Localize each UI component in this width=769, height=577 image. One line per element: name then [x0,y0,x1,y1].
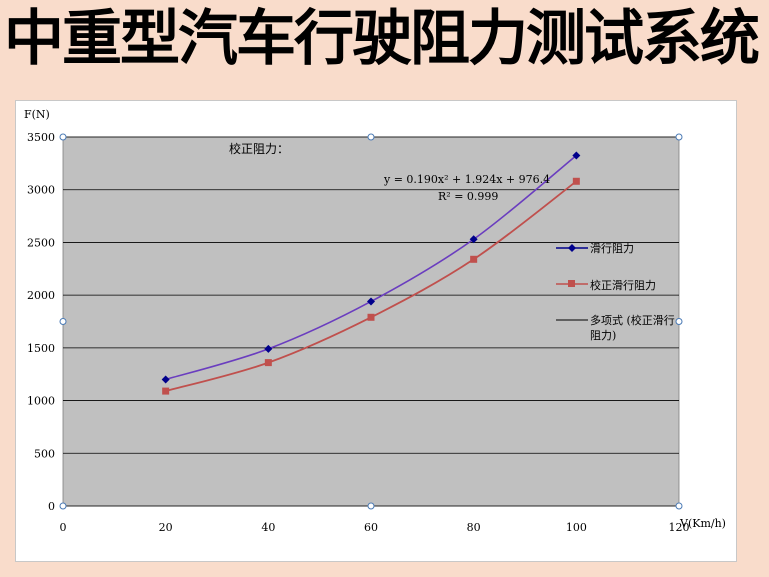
y-tick-label: 2500 [27,236,55,249]
selection-handle [367,502,375,510]
legend: 滑行阻力 校正滑行阻力 多项式 (校正滑行阻力) [556,242,675,342]
y-tick-label: 3000 [27,184,55,197]
selection-handle [675,318,683,325]
x-tick-label: 80 [467,521,481,534]
legend-marker-2 [568,280,575,287]
selection-handle [367,133,375,141]
x-tick-label: 0 [60,521,67,534]
trend-equation: y = 0.190x² + 1.924x + 976.4 [383,173,550,186]
plot-area [62,136,680,507]
marker-coasting [572,151,581,160]
y-tick-label: 3500 [27,131,55,144]
marker-corrected [572,177,580,185]
marker-corrected [470,255,478,263]
y-tick-label: 0 [48,500,55,513]
y-tick-label: 500 [34,447,55,460]
selection-handle [59,502,67,510]
y-tick-label: 1000 [27,395,55,408]
resistance-chart: F(N) V(Km/h) 050010001500200025003000350… [24,108,726,534]
page-title: 中重型汽车行驶阻力测试系统 [4,4,760,74]
x-axis-label: V(Km/h) [679,517,726,530]
marker-corrected [367,313,375,321]
x-tick-label: 100 [566,521,587,534]
marker-corrected [162,387,170,395]
legend-label-2: 校正滑行阻力 [590,278,656,292]
x-tick-label: 120 [669,521,690,534]
y-tick-label: 2000 [27,289,55,302]
marker-coasting [469,235,478,244]
legend-label-3: 多项式 (校正滑行阻力) [590,313,675,342]
selection-handle [59,318,67,325]
legend-marker-1 [568,244,576,252]
selection-handle [59,133,67,141]
chart-title: 校正阻力： [229,141,289,156]
y-tick-label: 1500 [27,342,55,355]
trend-r2: R² = 0.999 [438,190,498,203]
marker-coasting [161,375,170,384]
marker-corrected [264,359,272,367]
x-tick-label: 60 [364,521,378,534]
legend-label-1: 滑行阻力 [590,242,634,255]
marker-coasting [264,344,273,353]
x-tick-label: 20 [159,521,173,534]
chart-frame: F(N) V(Km/h) 0 500 1000 1500 2000 2500 3000 350… [15,100,737,562]
y-axis-label: F(N) [24,108,50,121]
selection-handle [675,133,683,141]
marker-coasting [367,297,375,306]
x-tick-label: 40 [261,521,275,534]
selection-handle [675,502,683,510]
